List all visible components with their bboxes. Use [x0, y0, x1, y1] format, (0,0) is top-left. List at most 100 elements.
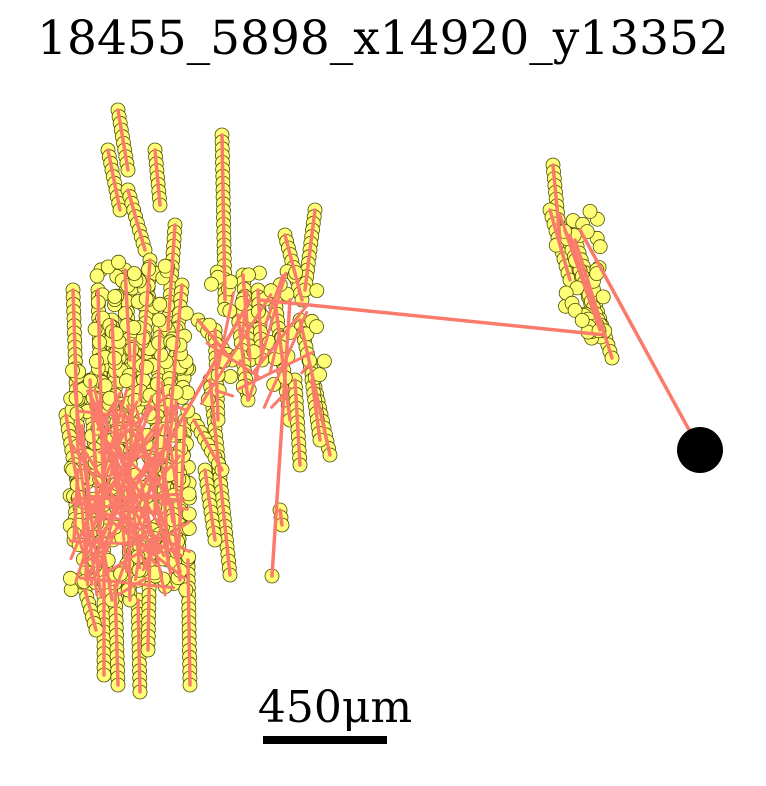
track-point [567, 302, 583, 318]
track-point [126, 266, 142, 281]
track-point [574, 312, 590, 328]
track-point [592, 239, 608, 255]
track-point [204, 276, 219, 292]
track-segment [270, 386, 292, 409]
track-segment [69, 441, 142, 547]
track-segment [89, 405, 155, 554]
track-segment [78, 576, 176, 590]
track-segment [80, 424, 94, 525]
track-segment [77, 494, 186, 580]
track-segment [303, 208, 317, 292]
track-segment [83, 588, 98, 632]
track-segment [115, 450, 134, 484]
track-point [309, 319, 324, 335]
track-segment [273, 298, 292, 422]
track-segment [548, 208, 572, 282]
track-point [595, 289, 611, 305]
track-segment [123, 268, 132, 362]
track-segment [113, 583, 120, 687]
track-segment [114, 437, 170, 589]
track-segment [139, 394, 154, 424]
track-endpoint-marker [677, 427, 723, 473]
track-segment [310, 378, 322, 442]
track-segment [578, 228, 702, 452]
track-segment [283, 233, 304, 302]
track-segment [300, 363, 311, 375]
track-segment [237, 350, 315, 391]
track-point [151, 312, 167, 328]
track-segment [92, 423, 165, 580]
track-segment [216, 291, 235, 370]
track-points [58, 102, 620, 700]
track-segment [270, 298, 292, 578]
track-segment [213, 328, 220, 422]
track-segment [72, 468, 80, 542]
track-point [309, 283, 325, 299]
track-point [107, 289, 123, 304]
track-segment [203, 468, 217, 542]
track-segment [573, 238, 614, 360]
track-segment [117, 399, 146, 458]
track-segment [253, 302, 310, 373]
track-segment [568, 233, 592, 302]
track-segment [166, 223, 177, 332]
track-point [63, 570, 78, 586]
track-segment [69, 400, 139, 561]
track-segment [78, 409, 131, 419]
track-point [89, 268, 105, 284]
track-point [316, 353, 332, 369]
track-segment [80, 501, 90, 587]
track-point [223, 369, 238, 384]
track-lines [64, 108, 702, 694]
figure-title: 18455_5898_x14920_y13352 [37, 11, 729, 66]
track-segment [116, 576, 148, 597]
track-segment [88, 388, 146, 565]
track-segment [551, 163, 562, 242]
track-point [111, 254, 126, 270]
track-segment [220, 133, 227, 302]
track-point [124, 341, 140, 357]
track-point [181, 486, 197, 502]
track-point [178, 582, 194, 598]
track-segment [168, 283, 184, 422]
track-segment [176, 418, 187, 562]
scale-bar [263, 736, 387, 744]
track-segment [208, 378, 232, 577]
track-segment [70, 501, 168, 515]
track-segment [192, 418, 224, 472]
track-segment [278, 508, 284, 527]
scale-bar-label: 450μm [258, 682, 412, 733]
track-segment [135, 409, 173, 576]
track-segment [293, 378, 302, 467]
track-segment [126, 188, 147, 252]
track-segment [135, 495, 186, 502]
track-segment [214, 388, 235, 398]
track-segment [153, 148, 162, 207]
track-segment [256, 288, 264, 362]
track-segment [87, 492, 181, 501]
track-segment [268, 329, 282, 375]
track-point [119, 373, 134, 389]
track-segment [247, 271, 288, 402]
track-segment [108, 444, 169, 507]
track-segment [116, 108, 130, 172]
track-segment [298, 318, 332, 457]
track-segment [106, 148, 122, 212]
track-segment [241, 273, 252, 362]
track-segment [128, 298, 252, 512]
track-segment [179, 506, 189, 511]
track-segment [172, 404, 188, 412]
track-segment [200, 293, 273, 406]
track-point [582, 203, 598, 219]
track-point [157, 258, 173, 274]
track-segment [145, 525, 161, 554]
track-segment [136, 598, 142, 694]
track-segment [205, 341, 260, 379]
track-segment [186, 558, 192, 687]
track-point [152, 296, 168, 312]
track-segment [258, 298, 607, 337]
track-segment [240, 290, 249, 340]
track-segment [106, 393, 170, 451]
track-segment [138, 258, 152, 402]
